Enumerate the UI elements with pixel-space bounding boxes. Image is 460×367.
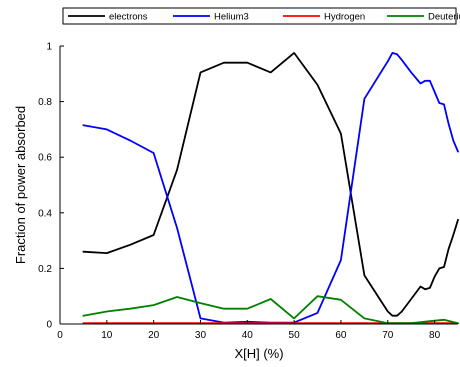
x-tick-label: 20 — [148, 330, 160, 341]
axes-layer — [59, 46, 458, 325]
x-tick-label: 50 — [289, 330, 301, 341]
y-tick-label: 1 — [46, 42, 52, 53]
x-tick-label: 70 — [382, 330, 394, 341]
x-tick-label: 40 — [242, 330, 254, 341]
x-tick-label: 60 — [335, 330, 347, 341]
legend-label: Deuterium — [428, 12, 460, 23]
y-axis-label: Fraction of power absorbed — [13, 106, 28, 264]
x-tick-label: 10 — [101, 330, 113, 341]
legend-items: electrons Helium3 Hydrogen Deuterium — [68, 12, 460, 23]
series-line-helium3 — [82, 52, 459, 324]
legend-box — [62, 7, 457, 25]
legend: electrons Helium3 Hydrogen Deuterium — [62, 7, 460, 25]
x-axis-label: X[H] (%) — [234, 346, 283, 361]
y-tick-label: 0.6 — [38, 153, 52, 164]
y-tick-label: 0 — [46, 320, 52, 331]
y-tick-label: 0.8 — [38, 97, 52, 108]
series-layer — [82, 52, 459, 325]
legend-label: Helium3 — [214, 12, 249, 23]
y-tick-label: 0.4 — [38, 208, 52, 219]
x-tick-label: 80 — [429, 330, 441, 341]
plot-area — [60, 46, 458, 324]
legend-label: Hydrogen — [324, 12, 365, 23]
series-line-deuterium — [82, 295, 459, 325]
x-tick-label: 30 — [195, 330, 207, 341]
y-tick-label: 0.2 — [38, 264, 52, 275]
ticks-layer: 0 10 20 30 40 50 60 70 80 0 0.2 0.4 0.6 0.8 1 — [38, 42, 440, 342]
x-tick-label: 0 — [57, 330, 63, 341]
legend-label: electrons — [109, 12, 148, 23]
series-line-electrons — [82, 52, 459, 317]
